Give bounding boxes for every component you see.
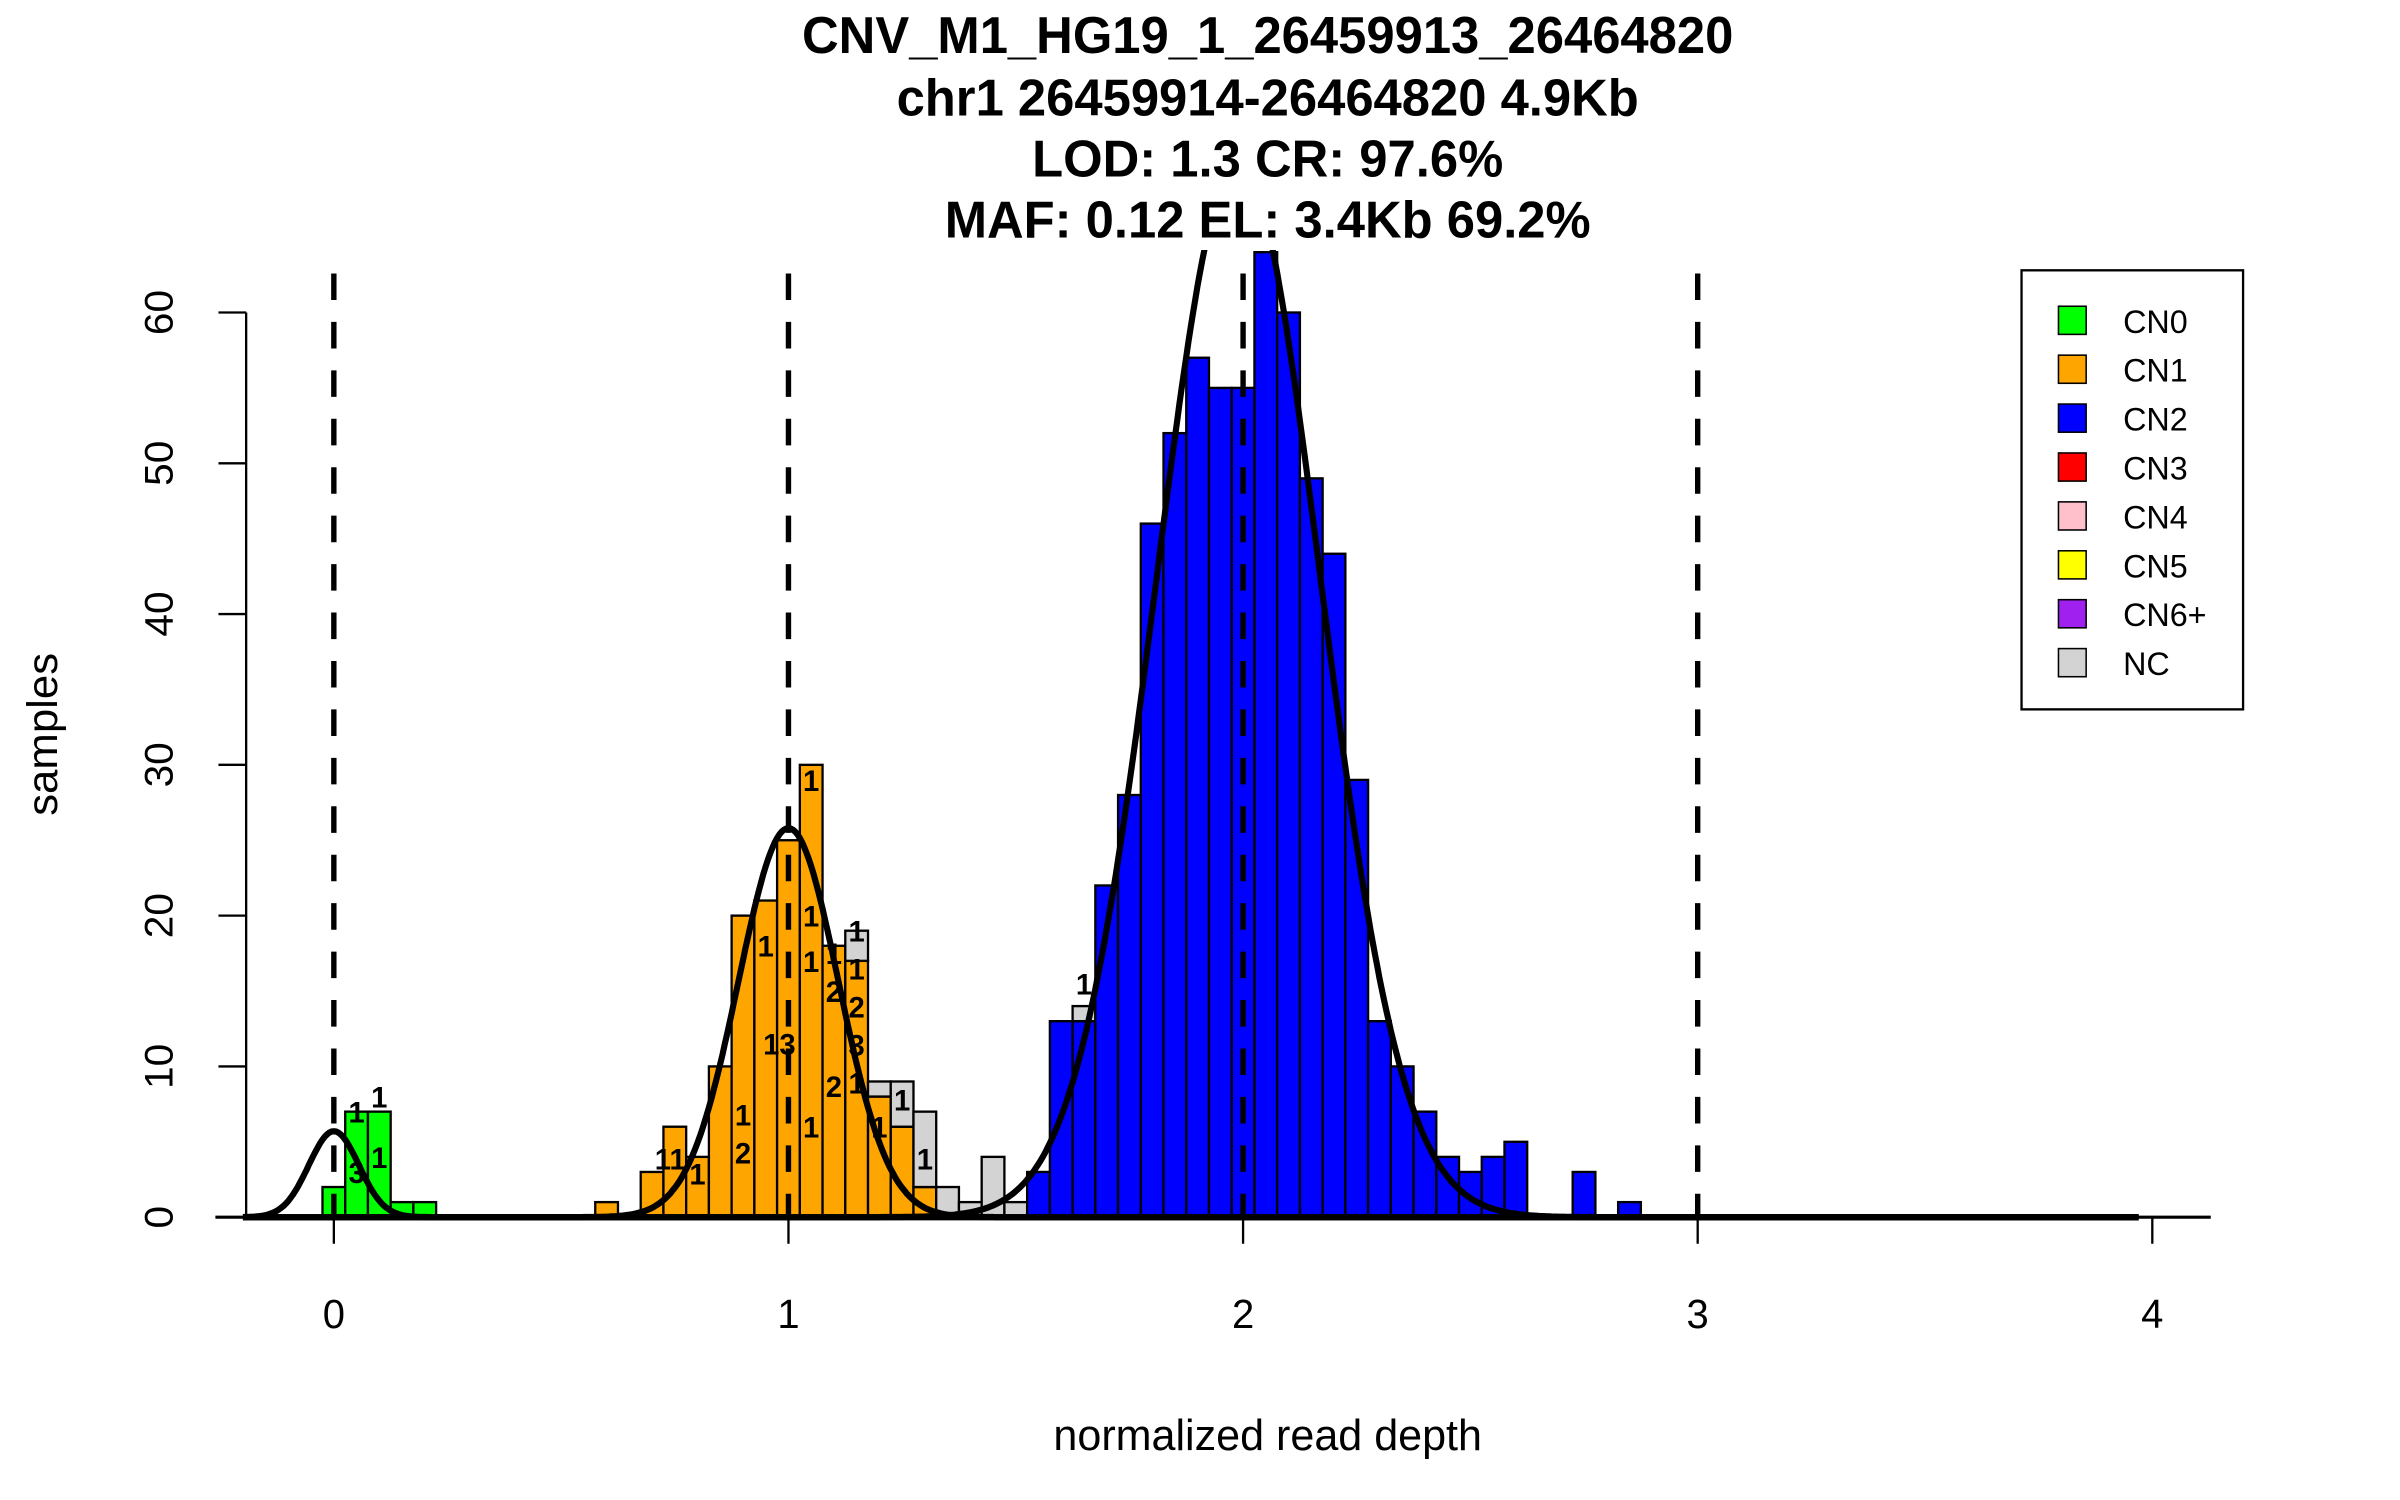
legend-swatch-cn3 <box>2057 452 2087 482</box>
bar-cn2-2.00 <box>1230 386 1256 1219</box>
legend-box <box>2020 269 2245 711</box>
x-tick-label: 3 <box>1687 1292 1709 1337</box>
y-tick-label: 10 <box>137 1044 182 1089</box>
bar-cn2-2.75 <box>1571 1170 1597 1219</box>
legend-swatch-nc <box>2057 647 2087 678</box>
bar-nc-1.30 <box>912 1110 938 1189</box>
y-tick-label: 20 <box>137 893 182 938</box>
y-tick-label: 60 <box>137 290 182 335</box>
bar-annotation: 3 <box>849 1029 865 1062</box>
y-axis-label: samples <box>19 653 67 816</box>
x-tick-label: 2 <box>1232 1292 1254 1337</box>
bar-annotation: 1 <box>917 1143 933 1176</box>
legend-swatch-cn4 <box>2057 501 2087 531</box>
bar-annotation: 2 <box>826 976 842 1009</box>
bar-annotation: 1 <box>803 900 819 933</box>
y-tick-label: 50 <box>137 441 182 486</box>
copy-number-reference-lines <box>331 273 1701 1218</box>
bar-cn1-1.05 <box>798 763 824 1219</box>
bar-annotation: 1 <box>803 765 819 798</box>
bar-nc-1.20 <box>866 1080 892 1098</box>
bar-annotation: 2 <box>849 991 865 1024</box>
bar-annotation: 1 <box>894 1084 910 1117</box>
legend-label-cn1: CN1 <box>2123 352 2188 388</box>
y-tick-label: 40 <box>137 591 182 636</box>
bar-annotation: 3 <box>348 1157 364 1190</box>
bar-annotation: 1 <box>371 1142 387 1175</box>
legend: CN0 CN1 CN2 CN3 CN4 CN5 CN6+ NC <box>2020 269 2245 711</box>
x-axis-label: normalized read depth <box>1053 1412 1482 1460</box>
bar-cn2-2.10 <box>1276 311 1302 1219</box>
histogram-bars <box>321 251 1643 1219</box>
legend-label-cn6+: CN6+ <box>2123 597 2206 633</box>
legend-swatch-cn6+ <box>2057 598 2087 629</box>
bar-annotation: 1 <box>735 1099 751 1132</box>
bar-annotation: 1 <box>758 931 774 964</box>
bar-cn2-1.85 <box>1162 431 1188 1219</box>
bar-annotation: 2 <box>826 1071 842 1104</box>
legend-label-cn2: CN2 <box>2123 401 2188 437</box>
bar-cn2-2.20 <box>1321 552 1347 1219</box>
legend-swatch-cn2 <box>2057 403 2087 433</box>
bar-annotation: 1 <box>1076 968 1092 1001</box>
legend-label-cn4: CN4 <box>2123 499 2188 535</box>
title-line-1: CNV_M1_HG19_1_26459913_26464820 <box>802 7 1733 64</box>
x-tick-label: 0 <box>323 1292 345 1337</box>
bar-annotation: 1 <box>689 1158 705 1191</box>
bar-cn2-1.90 <box>1185 356 1211 1219</box>
bar-cn2-1.75 <box>1116 793 1142 1219</box>
bar-annotation: 11 <box>655 1143 686 1176</box>
y-tick-label: 30 <box>137 742 182 787</box>
legend-swatch-cn1 <box>2057 354 2087 385</box>
bar-annotation: 1 <box>803 1111 819 1144</box>
bar-annotation: 13 <box>763 1029 796 1062</box>
x-tick-label: 4 <box>2141 1292 2163 1337</box>
bar-nc-1.15 <box>844 929 870 963</box>
legend-label-cn3: CN3 <box>2123 450 2188 486</box>
x-tick-label: 1 <box>777 1292 799 1337</box>
legend-swatch-cn5 <box>2057 550 2087 580</box>
bar-cn2-2.60 <box>1503 1140 1529 1219</box>
bar-annotation: 1 <box>849 915 865 948</box>
bar-cn2-2.05 <box>1253 251 1279 1219</box>
bar-cn2-2.30 <box>1366 1019 1392 1219</box>
bar-annotation: 1 <box>849 953 865 986</box>
bar-cn2-2.35 <box>1389 1065 1415 1219</box>
bar-annotation: 1 <box>371 1081 387 1114</box>
bar-cn2-1.95 <box>1207 386 1233 1219</box>
legend-label-nc: NC <box>2123 646 2170 682</box>
bar-annotation: 1 <box>348 1096 364 1129</box>
title-line-3: LOD: 1.3 CR: 97.6% <box>1032 130 1503 187</box>
title-line-2: chr1 26459914-26464820 4.9Kb <box>897 69 1639 126</box>
legend-label-cn0: CN0 <box>2123 304 2188 340</box>
bar-annotation: 1 <box>826 938 842 971</box>
bar-nc-1.25 <box>889 1080 915 1128</box>
bar-annotation: 1 <box>849 1067 865 1100</box>
bar-annotation: 1 <box>803 946 819 979</box>
y-tick-label: 0 <box>137 1206 182 1229</box>
legend-swatch-cn0 <box>2057 305 2087 336</box>
legend-label-cn5: CN5 <box>2123 548 2188 584</box>
chart-title: CNV_M1_HG19_1_26459913_26464820 chr1 264… <box>802 7 1733 249</box>
bar-annotation: 2 <box>735 1137 751 1170</box>
title-line-4: MAF: 0.12 EL: 3.4Kb 69.2% <box>945 191 1591 248</box>
bar-annotation: 1 <box>871 1111 887 1144</box>
